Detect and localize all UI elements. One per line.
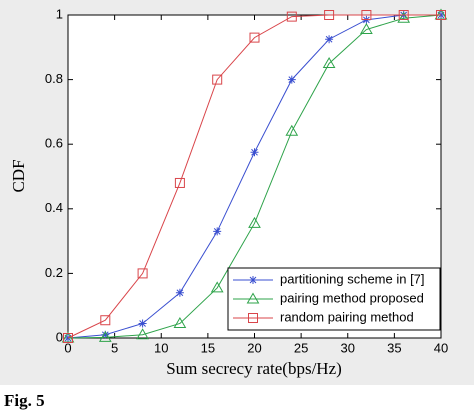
x-tick-label: 35: [387, 340, 401, 355]
marker: [285, 124, 299, 136]
marker: [398, 10, 409, 20]
marker: [248, 313, 258, 323]
marker: [101, 330, 110, 339]
marker: [175, 288, 184, 297]
x-tick-label: 30: [341, 340, 355, 355]
y-tick-label: 0.4: [45, 200, 63, 215]
legend-label: pairing method proposed: [280, 290, 424, 305]
marker: [212, 74, 223, 85]
y-tick-label: 0: [56, 329, 63, 344]
x-axis-label: Sum secrecy rate(bps/Hz): [166, 359, 342, 378]
marker: [98, 330, 112, 342]
x-tick-label: 10: [154, 340, 168, 355]
marker: [137, 268, 148, 279]
x-tick-label: 15: [201, 340, 215, 355]
marker: [100, 315, 111, 326]
y-tick-label: 1: [56, 6, 63, 21]
marker: [174, 177, 185, 188]
plot: 0 5 10 15 20 25 30 35 40 0 0.2 0.4 0.6 0.8 1 partitioni…: [45, 6, 448, 355]
marker: [248, 216, 261, 228]
legend-label: partitioning scheme in [7]: [280, 271, 425, 286]
marker: [361, 10, 372, 20]
marker: [210, 281, 224, 293]
marker: [246, 292, 260, 304]
marker: [286, 11, 297, 22]
marker: [250, 148, 259, 157]
marker: [322, 56, 336, 68]
marker: [173, 316, 187, 328]
marker: [249, 276, 257, 284]
marker: [136, 328, 149, 340]
marker: [213, 227, 222, 236]
series-line: [67, 14, 441, 339]
legend: partitioning scheme in [7] pairing method…: [227, 267, 441, 331]
caption: Fig. 5: [4, 391, 45, 410]
marker: [63, 333, 73, 343]
marker: [324, 10, 335, 20]
y-tick-label: 0.2: [45, 265, 63, 280]
y-tick-label: 0.8: [45, 71, 63, 86]
marker: [436, 10, 446, 20]
marker: [287, 75, 296, 84]
y-tick-label: 0.6: [45, 136, 63, 151]
marker: [249, 32, 260, 43]
x-tick-label: 0: [64, 340, 71, 355]
x-tick-label: 5: [111, 340, 118, 355]
x-tick-label: 25: [294, 340, 308, 355]
marker: [360, 23, 373, 35]
caption-background: [0, 385, 474, 413]
x-tick-label: 20: [247, 340, 261, 355]
legend-label: random pairing method: [280, 309, 414, 324]
marker: [325, 35, 334, 44]
series-line: [67, 14, 442, 339]
x-tick-label: 40: [434, 340, 448, 355]
y-axis-label: CDF: [9, 159, 28, 192]
marker: [397, 11, 411, 23]
marker: [138, 319, 147, 328]
